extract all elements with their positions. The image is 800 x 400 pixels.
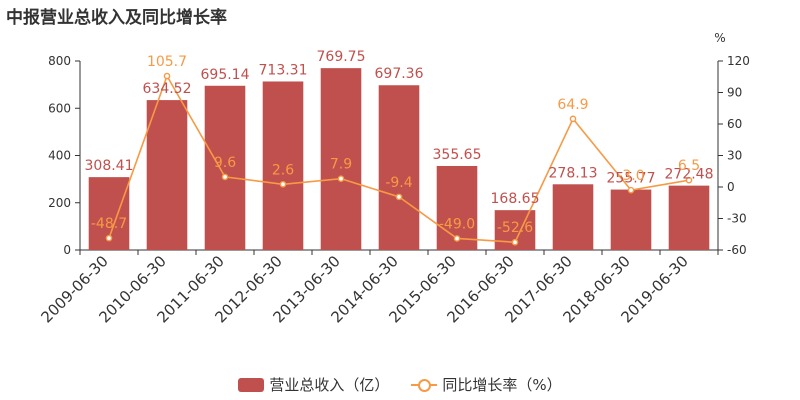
y-left-tick-label: 0 [63,243,71,257]
growth-value-label: -52.6 [497,220,533,236]
growth-point [685,176,693,184]
growth-value-label: -3.0 [617,168,644,184]
legend-item-growth[interactable]: 同比增长率（%） [411,374,562,395]
bar-value-label: 308.41 [85,158,134,174]
y-right-tick-label: -60 [727,243,747,257]
bar-value-label: 697.36 [375,66,424,82]
y-left-tick-label: 400 [48,149,71,163]
y-left-tick-label: 200 [48,196,71,210]
bar-value-label: 634.52 [143,81,192,97]
bar-value-label: 713.31 [259,62,308,78]
y-right-tick-label: 90 [727,86,742,100]
growth-point [105,234,113,242]
growth-value-label: 6.5 [678,158,700,174]
bar [668,185,710,250]
bar [204,85,246,250]
growth-value-label: 2.6 [272,162,294,178]
growth-point [627,186,635,194]
growth-point [163,72,171,80]
growth-value-label: 9.6 [214,155,236,171]
bar [320,68,362,250]
growth-value-label: 7.9 [330,157,352,173]
y-right-tick-label: 30 [727,149,742,163]
bar-value-label: 255.77 [607,171,656,187]
bar-value-label: 769.75 [317,49,366,65]
growth-value-label: -9.4 [385,175,412,191]
bar [378,85,420,250]
y-left-tick-label: 800 [48,54,71,68]
y-right-tick-label: 0 [727,180,735,194]
chart-title: 中报营业总收入及同比增长率 [6,8,227,28]
growth-point [453,235,461,242]
bar-value-label: 695.14 [201,67,250,83]
growth-point [511,238,519,246]
legend-line-swatch [411,378,438,392]
growth-point [337,175,345,183]
legend: 营业总收入（亿） 同比增长率（%） [0,374,800,395]
y-right-tick-label: -30 [727,212,747,226]
y-right-tick-label: 120 [727,54,750,68]
y-left-tick-label: 600 [48,101,71,115]
legend-item-revenue[interactable]: 营业总收入（亿） [238,374,389,395]
y-right-tick-label: 60 [727,117,742,131]
growth-point [279,180,287,188]
legend-line-label: 同比增长率（%） [442,376,562,394]
growth-value-label: -49.0 [439,216,475,232]
growth-point [221,173,229,181]
bar [146,100,188,250]
legend-bar-label: 营业总收入（亿） [269,376,390,394]
legend-bar-swatch [238,377,265,392]
growth-point [569,115,577,123]
growth-value-label: 105.7 [147,54,187,70]
bar-value-label: 355.65 [433,147,482,163]
bar-value-label: 168.65 [491,191,540,207]
growth-point [395,193,403,201]
bar-value-label: 272.48 [665,167,714,183]
growth-value-label: -48.7 [91,216,127,232]
bar [610,189,652,250]
bar [262,81,304,250]
bar [552,184,594,250]
growth-value-label: 64.9 [557,97,588,113]
bar-value-label: 278.13 [549,165,598,181]
y-right-unit-label: % [714,31,725,45]
